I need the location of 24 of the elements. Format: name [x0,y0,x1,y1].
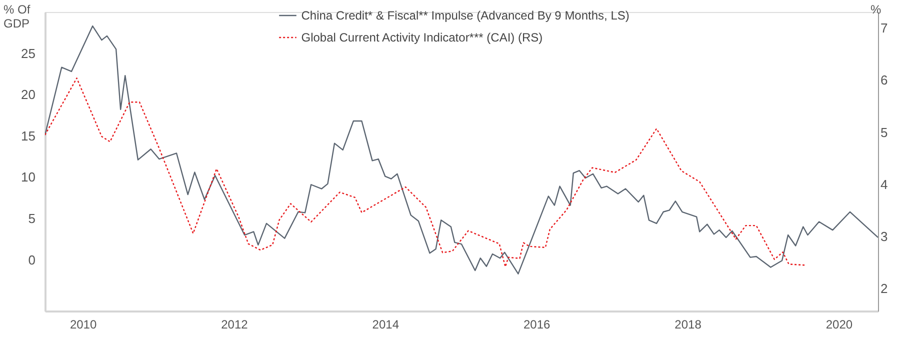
x-tick-label: 2020 [826,318,853,332]
legend-label: Global Current Activity Indicator*** (CAI) (RS) [301,30,543,44]
y2-tick-label: 2 [880,281,888,296]
line-series [45,25,878,274]
x-tick-label: 2010 [70,318,97,332]
x-tick-label: 2012 [221,318,248,332]
y-tick-label: 10 [21,170,36,185]
y-axis-title: % Of GDP [4,2,31,30]
y-tick-label: 0 [28,252,36,268]
y-tick-label: 25 [21,46,36,61]
y-tick-label: 15 [21,128,36,144]
y2-tick-label: 4 [880,176,888,192]
y2-tick-label: 5 [880,124,888,140]
y-tick-label: 20 [21,87,36,102]
x-tick-label: 2016 [523,318,551,332]
y2-tick-label: 7 [880,20,888,36]
x-tick-label: 2014 [372,318,400,332]
y2-tick-label: 6 [880,72,888,88]
x-tick-label: 2018 [674,318,702,332]
line-series [45,78,806,268]
y-tick-label: 5 [28,210,36,226]
legend-label: China Credit* & Fiscal** Impulse (Advanced By 9 Months, LS) [301,8,630,22]
y2-tick-label: 3 [880,229,888,244]
y2-axis-title: % [870,2,882,16]
